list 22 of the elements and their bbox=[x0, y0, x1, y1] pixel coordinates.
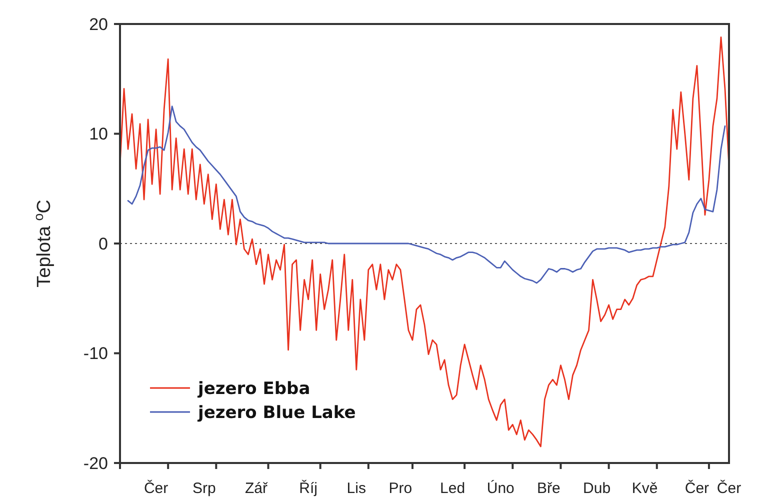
x-tick-label: Kvě bbox=[632, 480, 658, 497]
y-tick-label: -20 bbox=[83, 454, 108, 473]
x-tick-label: Říj bbox=[299, 479, 318, 497]
y-tick-label: 0 bbox=[98, 234, 108, 254]
x-tick-label: Bře bbox=[537, 480, 560, 497]
legend-label: jezero Ebba bbox=[197, 378, 310, 399]
x-tick-label: Led bbox=[440, 480, 466, 497]
y-tick-label: -10 bbox=[83, 344, 108, 364]
line-series bbox=[127, 106, 726, 284]
legend-label: jezero Blue Lake bbox=[197, 402, 356, 423]
y-tick-label: 20 bbox=[89, 14, 108, 34]
x-tick-label: Lis bbox=[346, 480, 366, 497]
x-tick-label: Čer bbox=[716, 479, 742, 497]
x-tick-label: Úno bbox=[486, 479, 514, 497]
line-series bbox=[119, 36, 730, 448]
x-tick-label: Čer bbox=[684, 479, 710, 497]
x-tick-label: Zář bbox=[244, 480, 268, 497]
x-tick-label: Srp bbox=[192, 480, 216, 497]
x-tick-label: Dub bbox=[583, 480, 611, 497]
x-tick-label: Pro bbox=[388, 480, 412, 497]
x-tick-label: Čer bbox=[144, 479, 168, 497]
y-tick-label: 10 bbox=[89, 124, 108, 144]
